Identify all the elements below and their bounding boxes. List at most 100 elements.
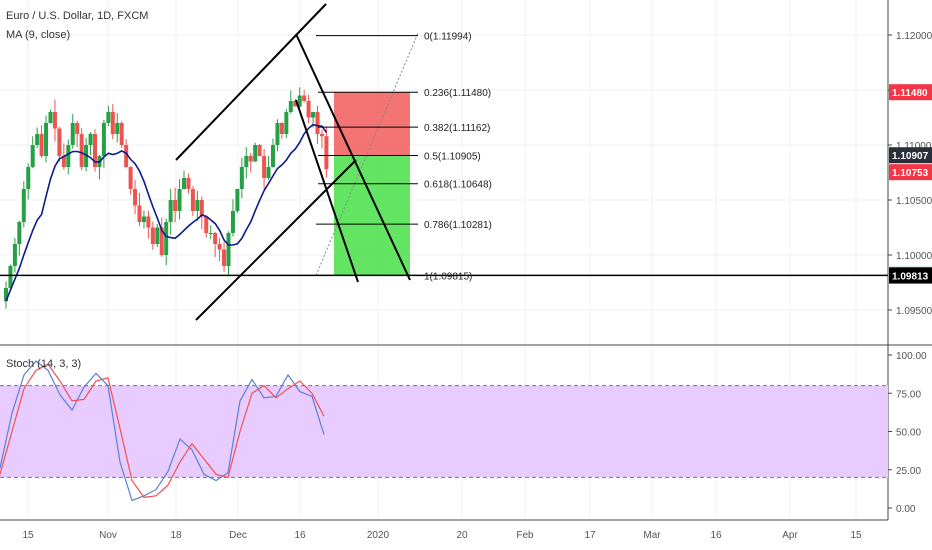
y-tick-label: 1.11000 <box>896 141 932 152</box>
stoch-y-tick-label: 50.00 <box>896 428 921 439</box>
stoch-y-tick-label: 75.00 <box>896 389 921 400</box>
candle-body <box>21 189 26 222</box>
fib-level-label: 0.786(1.10281) <box>424 220 492 231</box>
candle-body <box>208 233 213 234</box>
candle-body <box>288 101 293 112</box>
candle-body <box>88 134 93 145</box>
candle-body <box>257 145 262 156</box>
candle-body <box>137 205 142 222</box>
x-tick-label: 15 <box>22 530 34 541</box>
x-tick-label: 16 <box>710 530 722 541</box>
y-tick-label: 1.12000 <box>896 31 932 42</box>
price-badge <box>889 84 932 101</box>
candle-body <box>190 189 195 211</box>
candle-body <box>124 145 129 167</box>
candle-body <box>222 249 227 266</box>
candle-body <box>213 233 218 244</box>
chart-title: Euro / U.S. Dollar, 1D, FXCM <box>6 10 149 22</box>
candle-body <box>262 156 267 178</box>
candle-body <box>159 227 164 255</box>
wedge-upper-line <box>295 33 411 281</box>
x-tick-label: Mar <box>643 530 661 541</box>
candle-body <box>173 200 178 211</box>
x-tick-label: 20 <box>456 530 468 541</box>
candle-body <box>141 216 146 222</box>
candle-body <box>79 134 84 167</box>
candle-body <box>324 136 329 170</box>
candle-body <box>279 123 284 134</box>
candle-body <box>66 145 71 167</box>
x-tick-label: 15 <box>850 530 862 541</box>
candle-body <box>230 211 235 233</box>
candle-body <box>244 156 249 167</box>
candle-body <box>217 244 222 250</box>
channel-lower-line <box>195 159 357 321</box>
candle-body <box>12 244 17 266</box>
candle-body <box>17 222 22 244</box>
fib-level-label: 0.382(1.11162) <box>424 123 490 134</box>
candle-body <box>182 178 186 189</box>
candle-body <box>70 123 75 145</box>
stoch-indicator-label: Stoch (14, 3, 3) <box>6 358 82 370</box>
x-tick-label: 17 <box>584 530 596 541</box>
x-tick-label: 16 <box>294 530 306 541</box>
wedge-lower-line <box>295 99 359 283</box>
candle-body <box>297 95 302 107</box>
candle-body <box>271 145 275 167</box>
candle-body <box>48 112 53 123</box>
candle-body <box>195 200 200 211</box>
x-tick-label: 2020 <box>367 530 390 541</box>
candle-body <box>253 145 258 162</box>
candle-body <box>150 227 155 244</box>
candle-body <box>306 101 311 118</box>
stoch-y-tick-label: 100.00 <box>896 351 927 362</box>
candle-body <box>315 112 320 134</box>
x-tick-label: 18 <box>170 530 182 541</box>
price-badge-label: 1.11480 <box>892 88 928 99</box>
ma-line <box>5 123 328 302</box>
x-tick-label: Dec <box>229 530 247 541</box>
candle-body <box>275 123 280 145</box>
candle-body <box>110 112 115 134</box>
stoch-series-line <box>0 363 325 498</box>
candle-body <box>266 167 271 178</box>
candle-body <box>293 101 298 107</box>
candle-body <box>177 189 182 211</box>
candle-body <box>61 156 66 167</box>
candle-body <box>4 288 8 302</box>
fib-level-label: 0.618(1.10648) <box>424 180 492 191</box>
price-badge <box>889 147 932 164</box>
candle-body <box>239 167 244 189</box>
candle-body <box>168 200 173 222</box>
candle-body <box>186 178 191 189</box>
candle-body <box>75 123 80 134</box>
ma-indicator-label: MA (9, close) <box>6 29 71 41</box>
candle-body <box>115 123 120 134</box>
candle-body <box>133 189 138 206</box>
y-tick-label: 1.10000 <box>896 251 932 262</box>
candle-body <box>101 123 106 156</box>
candle-body <box>284 112 289 134</box>
stoch-y-tick-label: 25.00 <box>896 466 921 477</box>
y-tick-label: 1.09500 <box>896 306 932 317</box>
take-profit-zone <box>334 155 410 276</box>
stoch-band <box>0 385 888 478</box>
candle-body <box>57 128 62 156</box>
candle-body <box>93 134 97 167</box>
candle-body <box>106 112 111 123</box>
candle-body <box>319 134 324 137</box>
candle-body <box>52 112 57 129</box>
fib-level-label: 1(1.09815) <box>424 271 472 282</box>
fib-level-label: 0.5(1.10905) <box>424 151 481 162</box>
y-tick-label: 1.10500 <box>896 196 932 207</box>
fib-level-label: 0(1.11994) <box>424 32 472 43</box>
candle-body <box>119 123 124 145</box>
price-badge <box>889 267 932 284</box>
candle-body <box>35 134 40 145</box>
stoch-y-tick-label: 0.00 <box>896 504 916 515</box>
price-badge-label: 1.10907 <box>892 151 929 162</box>
stop-loss-zone <box>334 92 410 156</box>
candle-body <box>164 222 169 255</box>
candle-body <box>39 134 44 156</box>
